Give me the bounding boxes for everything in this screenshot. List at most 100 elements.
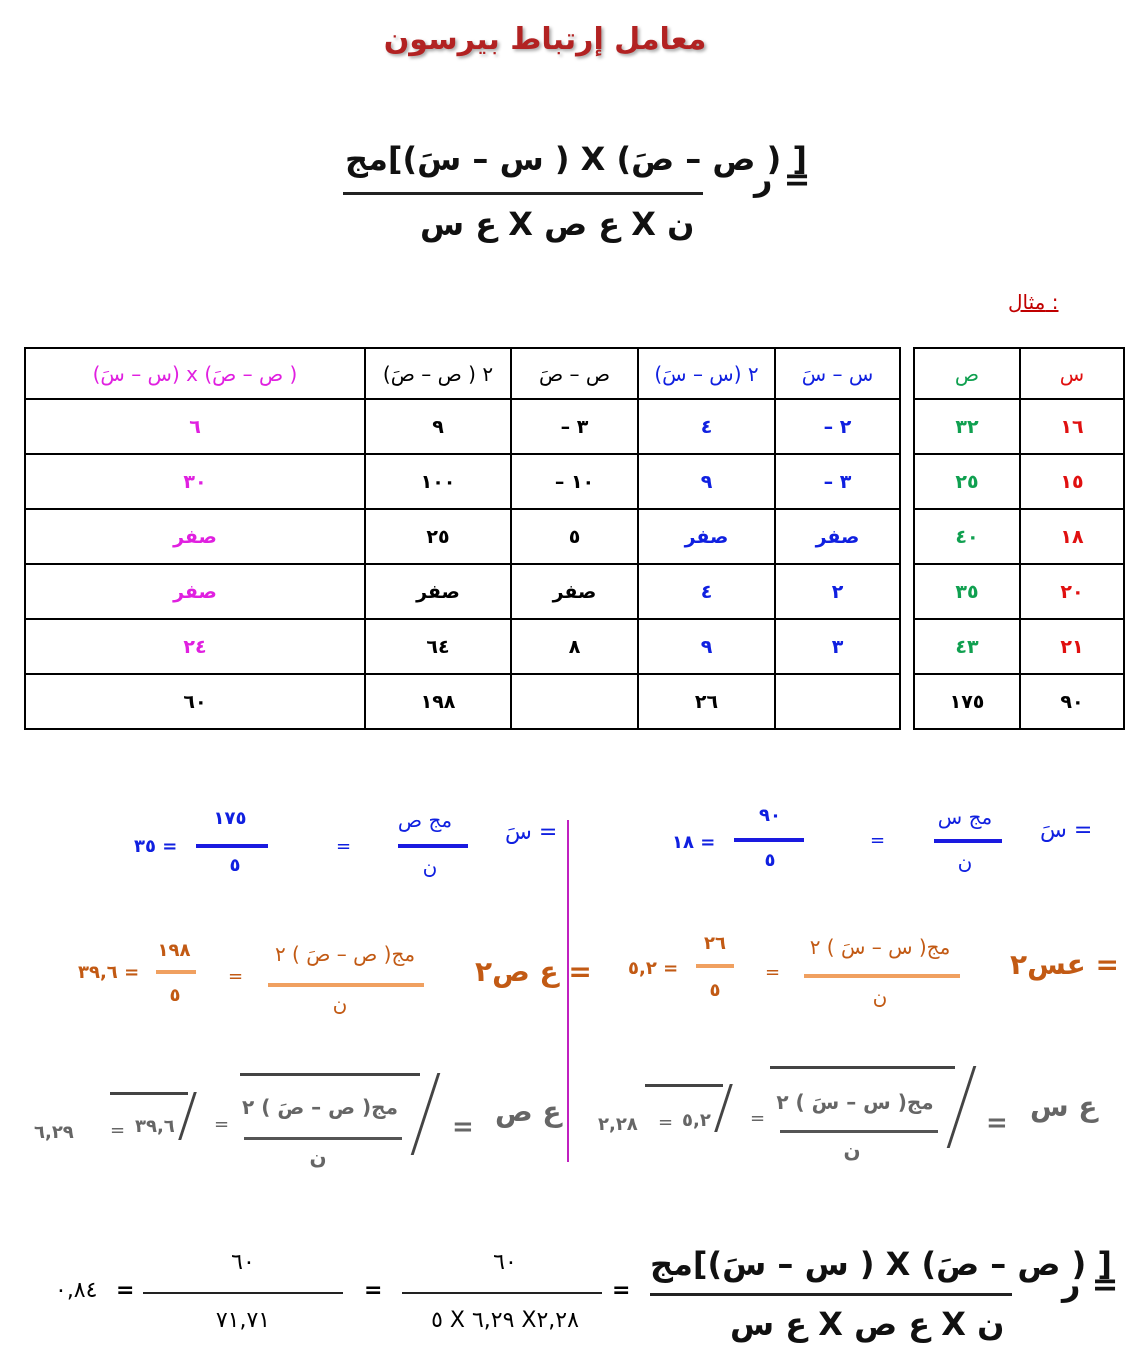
mean-x-den: ن [957,850,973,874]
mean-x-result: ١٨ = [672,832,716,853]
sd-y-eq2: = [214,1114,230,1135]
cell: ٢٠ [1019,563,1125,620]
var-y-lhs: ع ص٢ = [475,955,592,988]
sd-x-radical-stroke [946,1066,977,1148]
sd-y-rad: ٣٩,٦ [135,1116,175,1137]
cell: ٢٤ [24,618,366,675]
var-x-num: مج( س – سَ ) ٢ [809,935,951,959]
cell: ٤٠ [913,508,1021,565]
sd-x-eq2: = [750,1108,766,1129]
final-lhs: ر = [1062,1265,1119,1303]
data-table: ص س ٣٢ ١٦ ٢٥ ١٥ ٤٠ ١٨ ٣٥ ٢٠ ٤٣ ٢١ ١٧٥ ٩٠ [913,347,1125,730]
total-cell: ٢٦ [637,673,776,730]
total-cell: ٩٠ [1019,673,1125,730]
mean-x-fnum: ٩٠ [759,805,781,826]
cell: صفر [510,563,639,620]
sd-y-eq1: = [452,1112,474,1142]
var-y-fnum: ١٩٨ [157,940,191,961]
sd-y-lhs: ع ص [495,1095,562,1128]
cell: صفر [364,563,512,620]
var-x-eq: = [765,962,781,983]
sd-x-bar [780,1130,938,1133]
mean-y-eq: = [336,836,352,857]
cell: ٣٥ [913,563,1021,620]
total-cell [510,673,639,730]
header-y-dev-sq: (ص – صَ ) ٢ [364,347,512,400]
sd-y-bar [244,1137,402,1140]
sd-y-num: مج( ص – صَ ) ٢ [242,1095,398,1119]
cell: صفر [24,563,366,620]
cell: ٢ [774,563,901,620]
mean-y-fbar [196,844,268,848]
mean-x-fden: ٥ [764,850,776,871]
deviation-table: (س – سَ) x (ص – صَ ) (ص – صَ ) ٢ ص – صَ … [24,347,901,730]
example-label: مثال : [1008,290,1059,314]
sd-x-den: ن [843,1138,861,1162]
cell: صفر [774,508,901,565]
cell: ٩ [364,398,512,455]
sd-y-eq3: = [110,1120,126,1141]
page-title: معامل إرتباط بيرسون [383,22,707,57]
var-y-fbar [156,970,196,974]
final-den3: ٧١,٧١ [215,1308,271,1333]
mean-y-den: ن [422,855,438,879]
var-y-num: مج( ص – صَ ) ٢ [274,942,416,966]
header-x-dev: س – سَ [774,347,901,400]
final-den: ع س X ع ص X ن [730,1305,1005,1343]
header-x-dev-sq: (س – سَ) ٢ [637,347,776,400]
cell: ٢٥ [913,453,1021,510]
var-x-lhs: عس٢ = [1010,948,1120,981]
cell: ١٥ [1019,453,1125,510]
mean-x-bar [934,839,1002,843]
cell: ٣ [774,618,901,675]
var-x-fbar [696,964,734,968]
mean-y-result: ٣٥ = [134,836,178,857]
cell: ٢١ [1019,618,1125,675]
cell: صفر [637,508,776,565]
cell: ٣٠ [24,453,366,510]
sd-x-eq1: = [986,1108,1008,1138]
cell: ٨ [510,618,639,675]
cell: – ٣ [510,398,639,455]
header-y: ص [913,347,1021,400]
total-cell: ١٧٥ [913,673,1021,730]
mean-y-bar [398,844,468,848]
final-num: مج[(س – سَ ) X (ص – صَ ) ] [650,1245,1112,1283]
formula-fraction-bar [343,192,703,195]
final-num2: ٦٠ [493,1250,517,1275]
var-y-den: ن [332,992,348,1016]
total-cell: ٦٠ [24,673,366,730]
sd-x-radical2-top [645,1084,723,1087]
mean-x-num: مج س [937,805,993,829]
formula-lhs: ر = [754,160,811,198]
sd-x-num: مج( س – سَ ) ٢ [776,1090,934,1114]
var-y-eq: = [228,966,244,987]
sd-y-radical-stroke [410,1073,441,1155]
var-y-fden: ٥ [169,985,181,1006]
cell: ٦٤ [364,618,512,675]
total-cell: ١٩٨ [364,673,512,730]
header-x: س [1019,347,1125,400]
cell: ١٦ [1019,398,1125,455]
sd-y-radical-top [240,1073,420,1076]
cell: ٤ [637,563,776,620]
var-y-bar [268,983,424,987]
cell: ٥ [510,508,639,565]
mean-x-eq: = [870,830,886,851]
mean-x-lhs: سَ = [1040,818,1093,843]
cell: – ١٠ [510,453,639,510]
var-x-fden: ٥ [709,980,721,1001]
cell: – ٣ [774,453,901,510]
sd-x-radical-top [770,1066,955,1069]
var-x-den: ن [872,985,888,1009]
mean-x-fbar [734,838,804,842]
sd-x-radical2-stroke [714,1084,733,1132]
cell: ١٨ [1019,508,1125,565]
mean-y-lhs: سَ = [505,820,558,845]
mean-y-fnum: ١٧٥ [213,808,247,829]
final-num3: ٦٠ [231,1250,255,1275]
sd-y-result: ٦,٢٩ [34,1122,74,1143]
cell: ٤ [637,398,776,455]
var-x-result: ٥,٢ = [628,958,679,979]
sd-x-result: ٢,٢٨ [598,1114,638,1135]
